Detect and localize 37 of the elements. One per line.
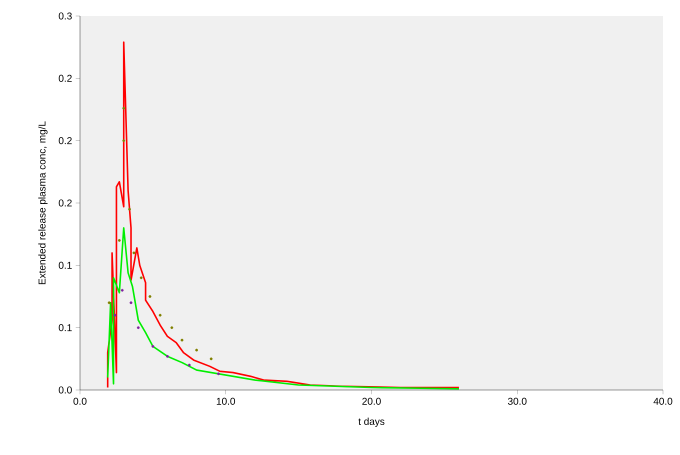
point — [130, 301, 132, 304]
point — [170, 326, 174, 330]
point — [122, 139, 126, 142]
y-tick-label: 0.1 — [58, 324, 72, 332]
point — [136, 326, 140, 330]
line-series — [106, 41, 460, 388]
point — [128, 208, 131, 211]
line-series — [106, 227, 460, 390]
x-tick-label: 30.0 — [508, 398, 527, 405]
y-tick-label: 0.2 — [58, 137, 72, 144]
point — [188, 364, 191, 366]
point — [151, 344, 154, 348]
point — [118, 239, 121, 242]
y-tick-label: 0.3 — [58, 12, 72, 20]
point — [158, 314, 162, 317]
point — [180, 338, 184, 342]
x-axis-title: t days — [358, 418, 384, 427]
y-axis-title: Extended release plasma conc, mg/L — [38, 121, 48, 284]
x-tick-label: 40.0 — [654, 398, 672, 405]
x-tick-label: 20.0 — [362, 398, 381, 405]
point — [140, 276, 143, 280]
point — [114, 314, 116, 317]
y-tick-label: 0.1 — [58, 262, 72, 269]
y-tick-label: 0.2 — [58, 74, 72, 82]
point — [217, 372, 220, 376]
point — [108, 301, 111, 304]
point — [166, 354, 169, 358]
point — [132, 251, 136, 254]
x-tick-label: 10.0 — [216, 398, 236, 405]
point — [195, 348, 198, 352]
y-tick-label: 0.0 — [58, 386, 72, 394]
point — [148, 295, 152, 298]
y-tick-label: 0.2 — [58, 199, 72, 207]
point — [120, 288, 124, 292]
x-tick-label: 0.0 — [73, 398, 87, 405]
point — [210, 357, 213, 360]
point — [122, 106, 126, 110]
